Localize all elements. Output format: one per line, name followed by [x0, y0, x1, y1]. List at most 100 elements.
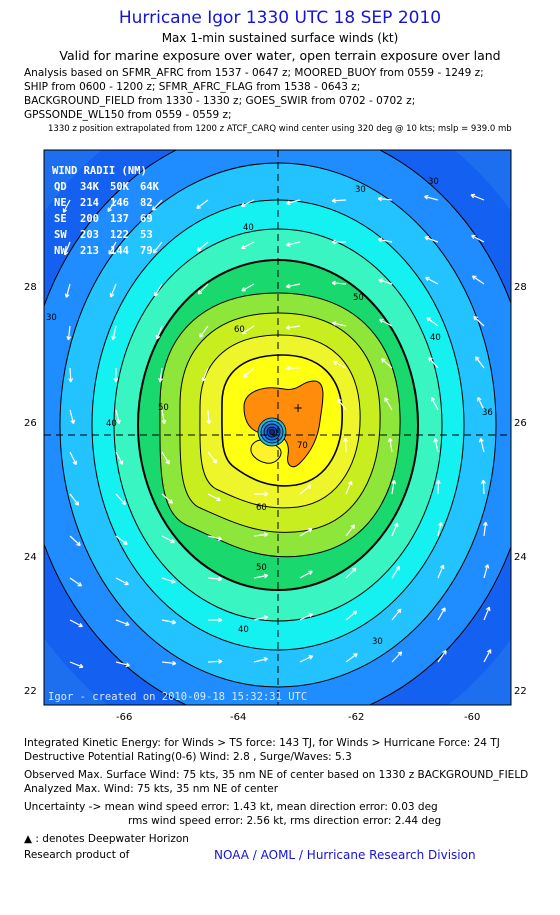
wind-arrow-icon: [483, 564, 490, 579]
wind-arrow-icon: [345, 610, 358, 621]
wind-arrow-icon: [207, 535, 223, 541]
wind-arrow-icon: [473, 315, 485, 327]
org-credit: NOAA / AOML / Hurricane Research Divisio…: [214, 848, 476, 862]
wind-arrow-icon: [345, 567, 357, 579]
contour-label: 50: [353, 293, 364, 303]
wind-arrow-icon: [337, 398, 347, 411]
position-note: 1330 z position extrapolated from 1200 z…: [48, 124, 512, 134]
validity-note: Valid for marine exposure over water, op…: [59, 48, 501, 63]
wind-arrow-icon: [161, 493, 174, 504]
wind-arrow-icon: [69, 409, 76, 424]
wind-arrow-icon: [115, 409, 121, 425]
lon-tick: -66: [116, 712, 132, 723]
wind-contours: + 30 40 50 60 70 30 40 50 60 36 40 50 30…: [44, 150, 511, 705]
wind-arrow-icon: [379, 318, 393, 327]
eye-rings: [257, 417, 287, 447]
wind-arrow-icon: [299, 612, 314, 621]
lon-ticks-bottom: -66 -64 -62 -60: [116, 712, 480, 723]
wind-arrow-icon: [391, 608, 402, 621]
wind-arrow-icon: [152, 241, 163, 254]
wind-arrow-icon: [207, 576, 223, 582]
wind-arrow-icon: [196, 241, 209, 252]
wind-radii-cell: 203: [80, 229, 99, 241]
wind-arrow-icon: [115, 661, 130, 668]
contour-label: 50: [158, 403, 169, 413]
wind-arrow-icon: [62, 199, 71, 213]
wind-arrow-icon: [151, 199, 163, 211]
wind-arrow-icon: [253, 573, 269, 579]
wind-arrow-icon: [161, 451, 170, 465]
wind-arrow-icon: [207, 451, 218, 464]
wind-radii-cell: 34K: [80, 181, 100, 193]
wind-arrow-icon: [343, 437, 349, 453]
wind-arrow-icon: [477, 396, 485, 411]
wind-arrow-icon: [109, 283, 117, 298]
deepwater-legend: ▲ : denotes Deepwater Horizon: [24, 833, 189, 845]
wind-arrow-icon: [206, 409, 212, 425]
wind-arrow-icon: [285, 325, 301, 330]
wind-arrow-icon: [299, 655, 314, 663]
contour-label: 30: [46, 313, 57, 323]
map-subtitle: Max 1-min sustained surface winds (kt): [161, 31, 399, 45]
wind-arrow-icon: [161, 409, 167, 425]
wind-radii-header: WIND RADII (NM): [52, 165, 147, 177]
wind-arrow-icon: [63, 241, 71, 256]
wind-arrow-icon: [207, 658, 223, 664]
wind-arrow-icon: [475, 356, 485, 369]
wind-arrow-icon: [437, 650, 447, 663]
wind-radii-cell: NE: [54, 197, 67, 209]
lat-tick: 28: [24, 282, 37, 293]
wind-arrow-icon: [437, 607, 446, 621]
ike-line: Integrated Kinetic Energy: for Winds > T…: [24, 737, 500, 749]
wind-arrow-icon: [377, 196, 393, 202]
contour-label: 60: [256, 503, 267, 513]
wind-radii-cell: NW: [54, 245, 67, 257]
wind-radii-cell: 50K: [110, 181, 130, 193]
wind-arrow-icon: [161, 535, 175, 544]
wind-arrow-icon: [285, 241, 301, 247]
wind-arrow-icon: [425, 276, 439, 285]
wind-arrow-icon: [115, 493, 126, 506]
lat-tick: 28: [514, 282, 527, 293]
observed-max-wind: Observed Max. Surface Wind: 75 kts, 35 n…: [24, 769, 529, 781]
wind-arrow-icon: [69, 451, 77, 466]
wind-arrow-icon: [253, 491, 269, 497]
wind-arrow-icon: [197, 283, 209, 295]
wind-arrow-icon: [241, 283, 255, 292]
contour-label: 40: [106, 419, 117, 429]
wind-arrow-icon: [69, 661, 84, 669]
contour-label: 30: [372, 637, 383, 647]
wind-arrow-icon: [437, 564, 445, 579]
wind-arrow-icon: [196, 199, 209, 210]
wind-arrow-icon: [241, 241, 255, 250]
wind-arrow-icon: [430, 397, 439, 411]
wind-radii-cell: 69: [140, 213, 153, 225]
wind-arrow-icon: [331, 198, 347, 204]
wind-arrow-icon: [391, 651, 403, 663]
dpr-line: Destructive Potential Rating(0-6) Wind: …: [24, 751, 352, 763]
uncertainty-line-1: Uncertainty -> mean wind speed error: 1.…: [24, 801, 438, 813]
wind-arrow-icon: [479, 438, 485, 453]
lon-tick: -62: [348, 712, 364, 723]
lon-tick: -64: [230, 712, 246, 723]
wind-arrow-icon: [378, 278, 393, 285]
wind-radii-table: WIND RADII (NM) QD 34K 50K 64K NE 214 146 82 SE 2…: [52, 165, 160, 257]
wind-radii-cell: 137: [110, 213, 129, 225]
wind-arrow-icon: [391, 479, 397, 495]
wind-arrow-icon: [331, 321, 347, 327]
wind-arrow-icon: [155, 325, 163, 340]
wind-arrow-icon: [424, 194, 439, 201]
wind-arrow-icon: [377, 237, 393, 243]
wind-arrow-icon: [108, 241, 117, 255]
wind-arrow-icon: [115, 535, 128, 545]
wind-arrow-icon: [331, 280, 347, 286]
wind-arrow-icon: [345, 653, 358, 663]
wind-arrow-icon: [158, 367, 163, 383]
wind-arrow-icon: [253, 532, 269, 538]
wind-arrow-icon: [380, 358, 393, 369]
max-wind-marker-icon: +: [293, 401, 303, 415]
wind-arrow-icon: [333, 360, 347, 369]
contour-label: 40: [238, 625, 249, 635]
wind-arrow-icon: [69, 493, 80, 506]
wind-arrow-icon: [161, 619, 177, 625]
